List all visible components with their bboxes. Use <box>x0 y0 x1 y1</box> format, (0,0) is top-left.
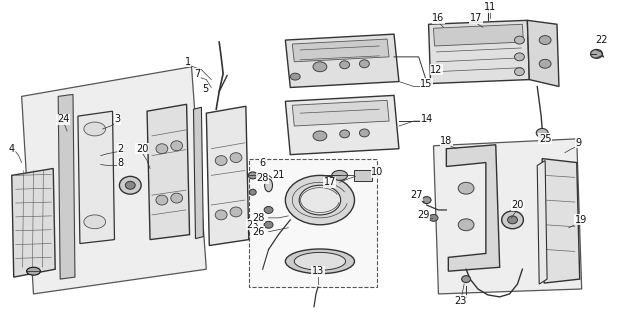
Polygon shape <box>193 107 203 239</box>
Text: 4: 4 <box>9 144 15 154</box>
Ellipse shape <box>119 176 141 194</box>
Ellipse shape <box>332 171 347 180</box>
Ellipse shape <box>422 196 431 204</box>
Text: 3: 3 <box>114 114 121 124</box>
Text: 14: 14 <box>421 114 433 124</box>
Text: 9: 9 <box>576 138 582 148</box>
Text: 8: 8 <box>117 157 124 168</box>
Text: 13: 13 <box>312 266 324 276</box>
Text: 20: 20 <box>511 200 524 210</box>
Text: 29: 29 <box>418 210 430 220</box>
Text: 21: 21 <box>273 170 284 180</box>
Text: 7: 7 <box>194 69 200 79</box>
Text: 6: 6 <box>259 157 266 168</box>
Polygon shape <box>292 39 389 62</box>
Ellipse shape <box>290 73 300 80</box>
Text: 10: 10 <box>371 167 383 177</box>
Text: 15: 15 <box>420 78 433 89</box>
Text: 26: 26 <box>252 227 265 237</box>
Ellipse shape <box>458 219 474 231</box>
Polygon shape <box>78 111 114 244</box>
Text: 23: 23 <box>454 296 467 306</box>
Text: 2: 2 <box>117 144 124 154</box>
Polygon shape <box>528 20 559 86</box>
Text: 11: 11 <box>484 3 496 12</box>
Text: 17: 17 <box>470 13 482 23</box>
Ellipse shape <box>514 68 524 76</box>
Ellipse shape <box>249 189 256 195</box>
Text: 22: 22 <box>595 35 608 45</box>
Ellipse shape <box>295 252 345 270</box>
Ellipse shape <box>514 36 524 44</box>
Ellipse shape <box>230 207 242 217</box>
Ellipse shape <box>340 130 350 138</box>
Text: 16: 16 <box>432 13 445 23</box>
Text: 24: 24 <box>57 114 69 124</box>
Text: 25: 25 <box>539 134 551 144</box>
Ellipse shape <box>359 129 369 137</box>
Ellipse shape <box>590 50 602 58</box>
Text: 23: 23 <box>247 220 259 230</box>
Ellipse shape <box>539 59 551 68</box>
Ellipse shape <box>359 60 369 68</box>
Ellipse shape <box>539 36 551 44</box>
Ellipse shape <box>215 156 227 165</box>
Ellipse shape <box>171 193 183 203</box>
Bar <box>354 171 372 181</box>
Ellipse shape <box>171 141 183 151</box>
Ellipse shape <box>502 211 523 229</box>
Ellipse shape <box>507 216 517 224</box>
Polygon shape <box>21 67 207 294</box>
Ellipse shape <box>299 185 340 215</box>
Bar <box>249 159 377 287</box>
Ellipse shape <box>285 249 354 274</box>
Text: 28: 28 <box>256 173 269 183</box>
Ellipse shape <box>514 53 524 61</box>
Ellipse shape <box>264 206 273 213</box>
Text: 1: 1 <box>185 57 191 67</box>
Ellipse shape <box>429 214 438 221</box>
Text: 28: 28 <box>252 213 265 223</box>
Ellipse shape <box>313 62 327 72</box>
Polygon shape <box>285 34 399 87</box>
Polygon shape <box>12 168 55 277</box>
Ellipse shape <box>26 267 40 275</box>
Polygon shape <box>433 139 582 294</box>
Polygon shape <box>537 161 547 284</box>
Polygon shape <box>58 94 75 279</box>
Ellipse shape <box>264 179 273 192</box>
Ellipse shape <box>156 195 168 205</box>
Ellipse shape <box>248 172 257 179</box>
Polygon shape <box>147 104 190 240</box>
Text: 20: 20 <box>136 144 148 154</box>
Ellipse shape <box>264 221 273 228</box>
Text: 12: 12 <box>430 65 443 75</box>
Text: 27: 27 <box>411 190 423 200</box>
Polygon shape <box>207 106 249 245</box>
Text: 18: 18 <box>440 136 453 146</box>
Ellipse shape <box>84 215 106 229</box>
Ellipse shape <box>285 175 354 225</box>
Ellipse shape <box>230 153 242 163</box>
Ellipse shape <box>462 276 470 283</box>
Polygon shape <box>447 145 500 271</box>
Text: 5: 5 <box>202 84 208 94</box>
Ellipse shape <box>156 144 168 154</box>
Ellipse shape <box>126 181 135 189</box>
Text: 17: 17 <box>323 177 336 187</box>
Ellipse shape <box>458 182 474 194</box>
Polygon shape <box>285 95 399 155</box>
Text: 19: 19 <box>575 215 587 225</box>
Polygon shape <box>428 20 529 84</box>
Polygon shape <box>433 24 523 46</box>
Ellipse shape <box>536 128 548 137</box>
Ellipse shape <box>340 61 350 69</box>
Ellipse shape <box>313 131 327 141</box>
Polygon shape <box>292 100 389 126</box>
Ellipse shape <box>215 210 227 220</box>
Polygon shape <box>542 159 580 283</box>
Ellipse shape <box>84 122 106 136</box>
